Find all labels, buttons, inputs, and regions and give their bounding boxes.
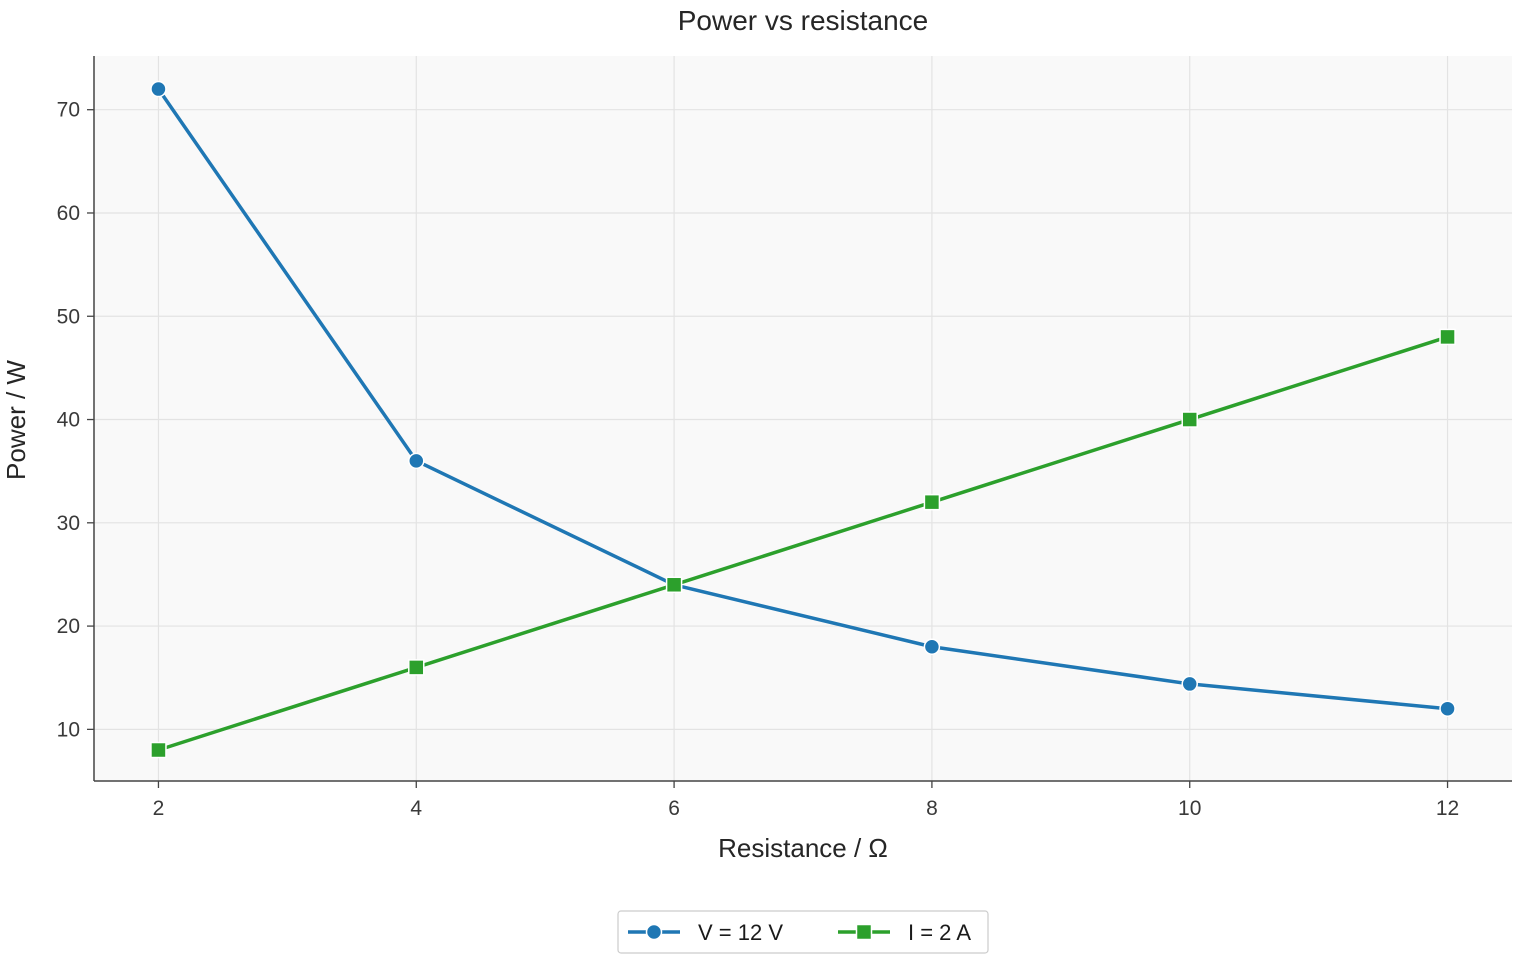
legend-label: V = 12 V [698,920,783,945]
data-point [923,493,941,511]
x-tick-label: 6 [668,797,680,820]
legend-entry: I = 2 A [838,920,971,945]
tick-labels: 2 4 6 8 10 12 10 20 30 40 50 60 70 [57,99,1460,820]
legend-marker [855,923,873,941]
y-tick-label: 40 [57,409,80,432]
legend-label: I = 2 A [908,920,971,945]
y-tick-label: 20 [57,615,80,638]
series-line [157,335,1449,752]
series-1 [150,80,1456,717]
legend-box [617,910,989,954]
y-tick-label: 70 [57,99,80,122]
series-2 [150,328,1456,759]
data-point [1439,328,1456,346]
x-tick-label: 4 [410,797,422,820]
y-tick-label: 50 [57,305,80,328]
legend: V = 12 V I = 2 A [617,910,989,954]
data-point [150,80,167,98]
x-axis-title: Resistance / Ω [718,833,888,863]
data-point [1181,411,1198,428]
data-point [408,659,425,676]
series-layer [150,80,1456,759]
axes [87,56,1512,788]
y-tick-label: 60 [57,202,80,225]
legend-entry: V = 12 V [628,920,783,945]
data-point [665,576,683,594]
series-line [157,88,1448,711]
data-point [1439,700,1456,717]
legend-marker [645,923,663,941]
x-tick-label: 8 [926,797,938,820]
y-tick-label: 30 [57,512,80,535]
plot-area [94,56,1512,781]
x-tick-label: 10 [1178,797,1201,820]
data-point [150,741,167,759]
data-point [1181,675,1198,693]
chart-title: Power vs resistance [678,5,929,36]
data-point [923,638,941,655]
y-axis-title: Power / W [1,360,31,480]
y-tick-label: 10 [57,718,80,741]
x-tick-label: 2 [153,797,165,820]
data-point [408,452,425,470]
x-tick-label: 12 [1436,797,1459,820]
